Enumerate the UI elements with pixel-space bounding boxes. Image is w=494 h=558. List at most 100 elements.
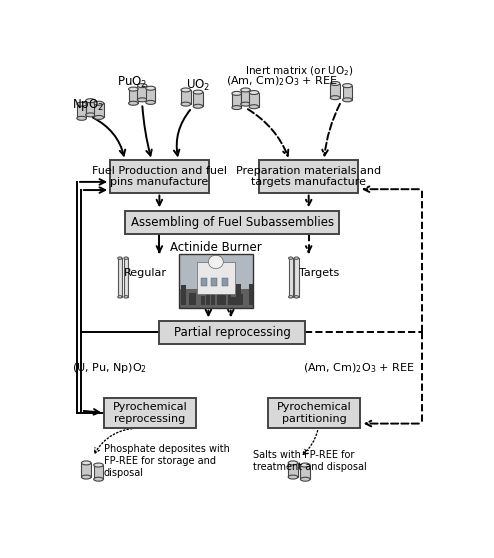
Text: Pyrochemical
partitioning: Pyrochemical partitioning xyxy=(277,402,352,424)
Bar xyxy=(137,85,147,100)
Bar xyxy=(193,92,203,106)
Bar xyxy=(223,295,226,305)
Bar xyxy=(197,262,235,294)
Text: Fuel Production and fuel
pins manufacture: Fuel Production and fuel pins manufactur… xyxy=(92,166,227,187)
Bar xyxy=(294,258,298,297)
Ellipse shape xyxy=(288,475,298,479)
Ellipse shape xyxy=(128,87,138,91)
Ellipse shape xyxy=(146,86,155,90)
Bar xyxy=(201,296,205,305)
Ellipse shape xyxy=(94,477,103,481)
Text: Phosphate deposites with
FP-REE for storage and
disposal: Phosphate deposites with FP-REE for stor… xyxy=(104,444,230,478)
Bar xyxy=(232,93,242,108)
Bar xyxy=(77,104,86,118)
Text: NpO$_2$: NpO$_2$ xyxy=(73,97,105,113)
Ellipse shape xyxy=(94,463,103,467)
Bar xyxy=(192,293,196,305)
Bar xyxy=(259,160,359,193)
Text: PuO$_2$: PuO$_2$ xyxy=(118,74,148,89)
Bar xyxy=(249,93,259,107)
Bar xyxy=(128,89,138,103)
Bar xyxy=(231,296,236,305)
Ellipse shape xyxy=(82,475,91,479)
Bar xyxy=(300,465,310,479)
Ellipse shape xyxy=(124,257,128,259)
Bar xyxy=(241,294,243,305)
Bar xyxy=(201,278,207,286)
Text: Actinide Burner: Actinide Burner xyxy=(170,241,261,254)
Ellipse shape xyxy=(118,257,122,259)
Bar xyxy=(146,88,155,103)
Bar xyxy=(330,84,340,98)
Bar xyxy=(82,463,91,477)
Text: Assembling of Fuel Subassemblies: Assembling of Fuel Subassemblies xyxy=(130,216,333,229)
Bar xyxy=(189,293,192,305)
Bar xyxy=(181,90,191,104)
Bar xyxy=(94,103,104,117)
Bar xyxy=(125,211,339,234)
Ellipse shape xyxy=(232,105,242,109)
Bar xyxy=(249,284,253,305)
Ellipse shape xyxy=(118,296,122,298)
Ellipse shape xyxy=(288,461,298,465)
Text: (U, Pu, Np)O$_2$: (U, Pu, Np)O$_2$ xyxy=(73,360,148,375)
Ellipse shape xyxy=(137,84,147,88)
Ellipse shape xyxy=(193,104,203,108)
Ellipse shape xyxy=(77,116,86,121)
Ellipse shape xyxy=(249,90,259,94)
Ellipse shape xyxy=(82,461,91,465)
Ellipse shape xyxy=(342,98,352,102)
Ellipse shape xyxy=(193,90,203,94)
Bar xyxy=(288,463,298,477)
Bar xyxy=(288,258,293,297)
Ellipse shape xyxy=(288,257,293,259)
Bar xyxy=(178,254,253,307)
Bar xyxy=(241,90,250,104)
Ellipse shape xyxy=(294,257,298,259)
Ellipse shape xyxy=(330,95,340,100)
Ellipse shape xyxy=(208,255,223,268)
Bar xyxy=(110,160,209,193)
Text: Partial reprocessing: Partial reprocessing xyxy=(174,326,290,339)
Bar xyxy=(94,465,103,479)
Ellipse shape xyxy=(330,81,340,85)
Bar xyxy=(178,254,253,307)
Text: Inert matrix (or UO$_2$): Inert matrix (or UO$_2$) xyxy=(245,65,353,78)
Bar xyxy=(212,286,215,305)
Ellipse shape xyxy=(181,88,191,92)
Bar xyxy=(217,289,219,305)
Bar xyxy=(85,100,95,115)
Ellipse shape xyxy=(124,296,128,298)
Ellipse shape xyxy=(77,102,86,106)
Text: Salts with FP-REE for
treatment and disposal: Salts with FP-REE for treatment and disp… xyxy=(253,450,367,472)
Ellipse shape xyxy=(137,98,147,102)
Bar xyxy=(224,295,226,305)
Ellipse shape xyxy=(300,463,310,467)
Ellipse shape xyxy=(85,113,95,117)
Bar xyxy=(211,278,217,286)
Ellipse shape xyxy=(85,99,95,103)
Ellipse shape xyxy=(128,102,138,105)
Bar xyxy=(206,284,210,305)
Bar xyxy=(211,293,214,305)
Ellipse shape xyxy=(181,102,191,106)
Bar xyxy=(342,85,352,100)
Text: Targets: Targets xyxy=(299,268,339,278)
Bar xyxy=(211,295,214,305)
Bar xyxy=(118,258,122,297)
Ellipse shape xyxy=(249,105,259,109)
Ellipse shape xyxy=(288,296,293,298)
Bar xyxy=(269,398,361,428)
Bar xyxy=(228,292,231,305)
Bar xyxy=(222,278,228,286)
Ellipse shape xyxy=(94,116,104,119)
Ellipse shape xyxy=(241,102,250,106)
Bar xyxy=(219,295,224,305)
Ellipse shape xyxy=(146,100,155,104)
Ellipse shape xyxy=(94,102,104,105)
Ellipse shape xyxy=(300,477,310,481)
Text: (Am, Cm)$_2$O$_3$ + REE: (Am, Cm)$_2$O$_3$ + REE xyxy=(303,361,414,374)
Ellipse shape xyxy=(294,296,298,298)
Text: Preparation materials and
targets manufacture: Preparation materials and targets manufa… xyxy=(236,166,381,187)
Ellipse shape xyxy=(342,84,352,88)
